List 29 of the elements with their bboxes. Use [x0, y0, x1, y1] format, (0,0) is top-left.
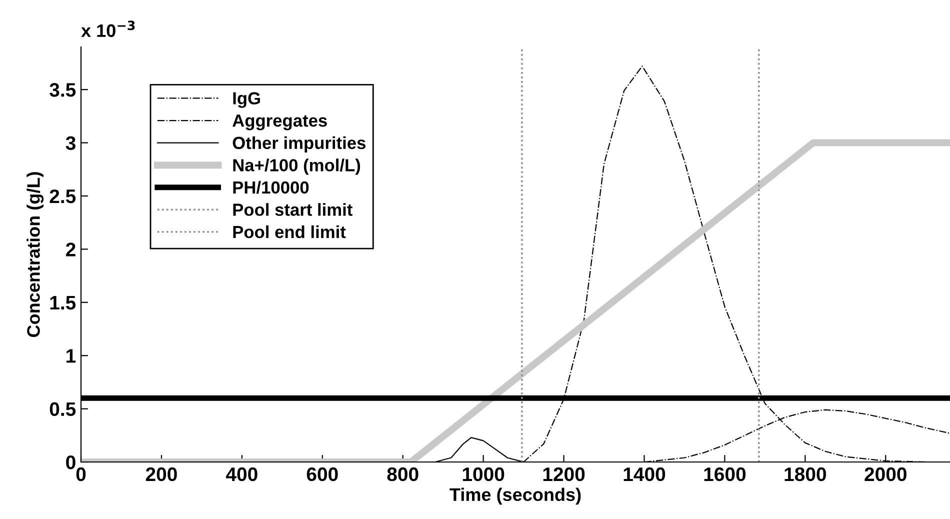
- legend-label: Aggregates: [232, 114, 327, 130]
- y-tick-label: 2.5: [50, 189, 76, 204]
- legend-label: Pool end limit: [233, 225, 346, 238]
- x-tick-label: 2000: [864, 467, 906, 482]
- x-tick-label: 1600: [704, 467, 746, 482]
- y-tick-label: 0: [66, 455, 76, 470]
- x-tick-label: 1000: [462, 467, 504, 482]
- x-tick-label: 1400: [624, 467, 666, 482]
- x-tick-label: 1200: [543, 467, 585, 482]
- x-tick-label: 1800: [784, 467, 826, 482]
- legend-label: Pool start limit: [233, 203, 352, 216]
- y-tick-label: 0.5: [50, 402, 76, 416]
- y-tick-label: 2: [66, 242, 76, 256]
- x-tick-label: 0: [76, 467, 86, 482]
- y-tick-label: 1: [66, 349, 76, 363]
- legend-label: PH/10000: [233, 180, 309, 194]
- x-tick-label: 800: [387, 467, 418, 482]
- legend-label: Other impurities: [232, 136, 366, 153]
- y-tick-label: 3: [66, 136, 76, 150]
- x-tick-label: 200: [146, 467, 177, 482]
- y-axis-title: Concentration (g/L): [26, 172, 44, 337]
- y-tick-label: 1.5: [50, 296, 76, 310]
- x-tick-label: 400: [226, 467, 258, 482]
- text: x 10$^{−3}$: [81, 20, 135, 38]
- legend-label: IgG: [233, 92, 260, 108]
- x-axis-title: Time (seconds): [450, 488, 581, 505]
- x-tick-label: 600: [306, 467, 338, 482]
- legend-label: Na+/100 (mol/L): [233, 158, 360, 175]
- y-tick-label: 3.5: [50, 83, 76, 97]
